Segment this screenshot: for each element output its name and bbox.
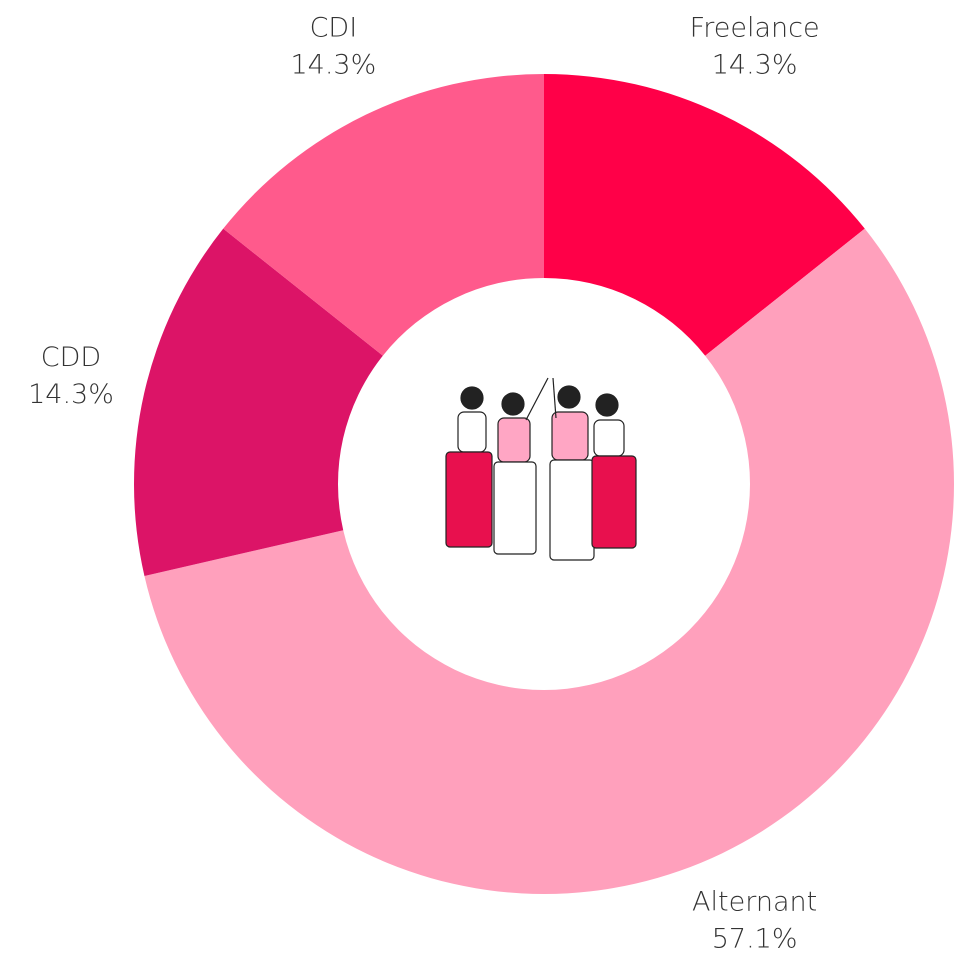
slice-label: CDI: [310, 13, 358, 44]
center-illustration: [446, 378, 636, 560]
value-label: 14.3%: [28, 379, 114, 410]
page: {"chart_data": {"type": "donut", "catego…: [0, 0, 968, 955]
slice-label: CDD: [41, 342, 101, 373]
value-label: 14.3%: [290, 50, 376, 81]
slice-label: Alternant: [692, 886, 817, 917]
value-label: 57.1%: [712, 923, 798, 954]
chart: Freelance 14.3% Alternant 57.1% CDD 14.3% CDI 1…: [0, 0, 968, 955]
slice-label: Freelance: [690, 13, 820, 44]
value-label: 14.3%: [712, 50, 798, 81]
slices: [134, 74, 954, 894]
